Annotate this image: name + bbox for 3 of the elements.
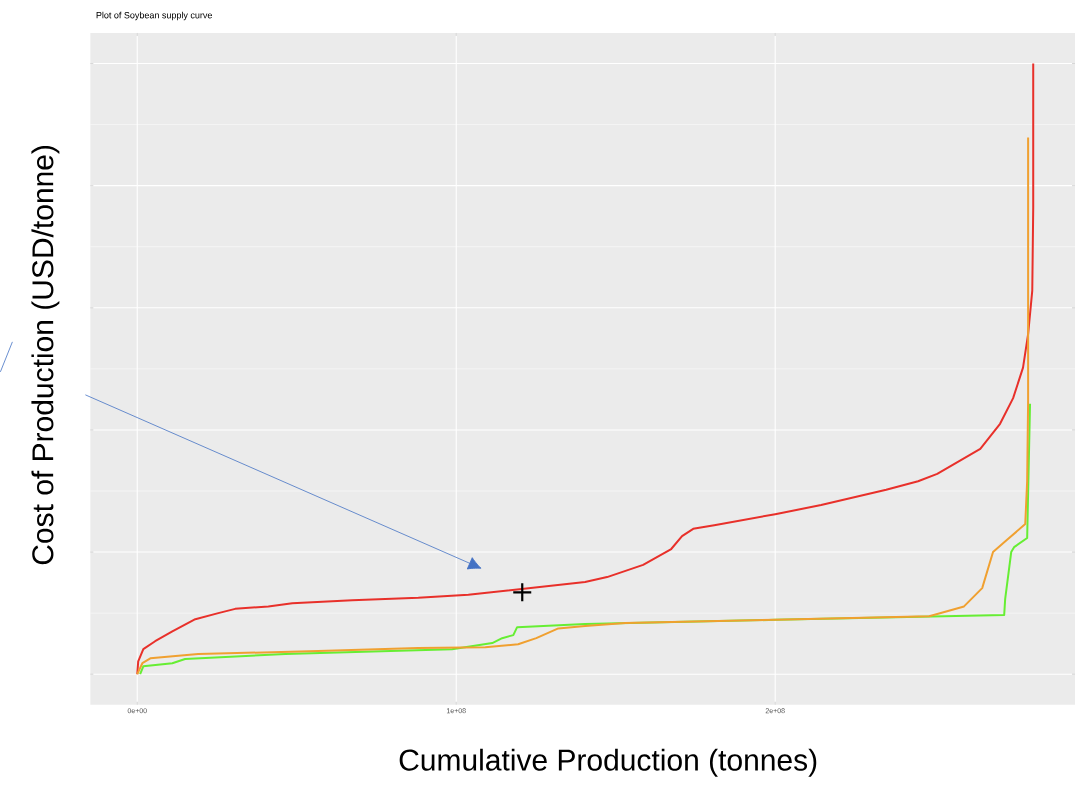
chart-title: Plot of Soybean supply curve <box>96 11 213 21</box>
y-axis-title: Cost of Production (USD/tonne) <box>31 146 60 565</box>
x-axis-title: Cumulative Production (tonnes) <box>399 748 817 777</box>
